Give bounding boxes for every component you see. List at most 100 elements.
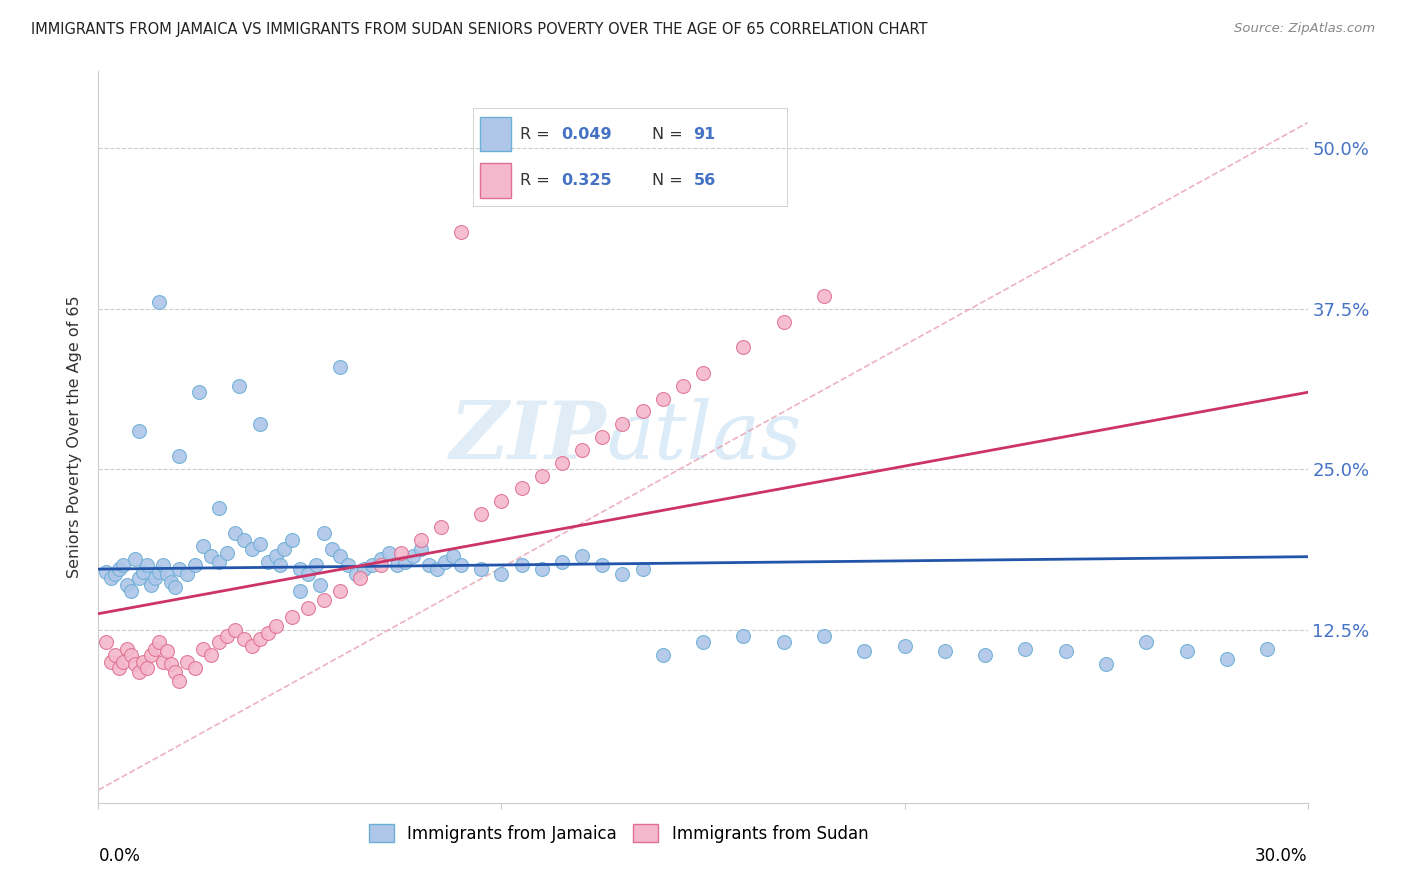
Point — [135, 558, 157, 573]
Point — [329, 359, 352, 374]
Point — [143, 641, 166, 656]
Point — [240, 639, 263, 653]
Point — [200, 648, 222, 663]
Point — [470, 562, 492, 576]
Point — [314, 526, 336, 541]
Point — [148, 635, 170, 649]
Point — [1256, 641, 1278, 656]
Point — [281, 609, 304, 624]
Point — [329, 584, 352, 599]
Point — [314, 593, 336, 607]
Point — [385, 558, 408, 573]
Text: ZIP: ZIP — [450, 399, 606, 475]
Point — [217, 629, 239, 643]
Point — [370, 558, 392, 573]
Point — [128, 571, 150, 585]
Point — [1216, 652, 1239, 666]
Point — [672, 378, 695, 392]
Point — [430, 520, 453, 534]
Text: 30.0%: 30.0% — [1256, 847, 1308, 864]
Point — [409, 533, 432, 547]
Point — [228, 378, 250, 392]
Point — [329, 549, 352, 564]
Point — [107, 661, 129, 675]
Point — [193, 641, 215, 656]
Point — [148, 565, 170, 579]
Point — [361, 558, 384, 573]
Point — [353, 562, 375, 576]
Point — [772, 315, 794, 329]
Point — [163, 665, 186, 679]
Point — [370, 552, 392, 566]
Point — [813, 629, 835, 643]
Point — [217, 545, 239, 559]
Text: 0.0%: 0.0% — [98, 847, 141, 864]
Point — [394, 555, 416, 569]
Point — [551, 555, 574, 569]
Point — [612, 567, 634, 582]
Point — [152, 558, 174, 573]
Point — [124, 657, 146, 672]
Point — [974, 648, 997, 663]
Point — [224, 526, 246, 541]
Point — [893, 639, 915, 653]
Point — [249, 536, 271, 550]
Point — [256, 626, 278, 640]
Point — [377, 545, 399, 559]
Point — [128, 424, 150, 438]
Point — [269, 558, 291, 573]
Point — [107, 562, 129, 576]
Point — [167, 673, 190, 688]
Point — [1014, 641, 1036, 656]
Point — [96, 565, 118, 579]
Point — [305, 558, 328, 573]
Point — [208, 500, 231, 515]
Point — [156, 644, 179, 658]
Point — [591, 430, 613, 444]
Point — [571, 549, 593, 564]
Point — [208, 635, 231, 649]
Point — [309, 577, 332, 591]
Point — [167, 450, 190, 464]
Point — [510, 482, 533, 496]
Point — [297, 567, 319, 582]
Point — [813, 289, 835, 303]
Point — [510, 558, 533, 573]
Point — [1054, 644, 1077, 658]
Point — [491, 567, 513, 582]
Point — [132, 565, 155, 579]
Point — [124, 552, 146, 566]
Point — [100, 655, 122, 669]
Point — [288, 584, 311, 599]
Point — [264, 549, 287, 564]
Point — [551, 456, 574, 470]
Point — [434, 555, 457, 569]
Point — [733, 629, 755, 643]
Point — [1175, 644, 1198, 658]
Point — [135, 661, 157, 675]
Point — [160, 657, 183, 672]
Point — [853, 644, 876, 658]
Point — [249, 417, 271, 432]
Point — [184, 661, 207, 675]
Point — [208, 555, 231, 569]
Point — [612, 417, 634, 432]
Point — [128, 665, 150, 679]
Point — [591, 558, 613, 573]
Point — [1135, 635, 1157, 649]
Point — [232, 632, 254, 646]
Point — [1095, 657, 1118, 672]
Point — [651, 392, 673, 406]
Point — [115, 577, 138, 591]
Point — [156, 567, 179, 582]
Point — [163, 580, 186, 594]
Point — [530, 468, 553, 483]
Point — [321, 541, 343, 556]
Point — [115, 641, 138, 656]
Point — [402, 549, 425, 564]
Point — [224, 623, 246, 637]
Point — [297, 600, 319, 615]
Point — [450, 558, 472, 573]
Point — [176, 655, 198, 669]
Point — [337, 558, 360, 573]
